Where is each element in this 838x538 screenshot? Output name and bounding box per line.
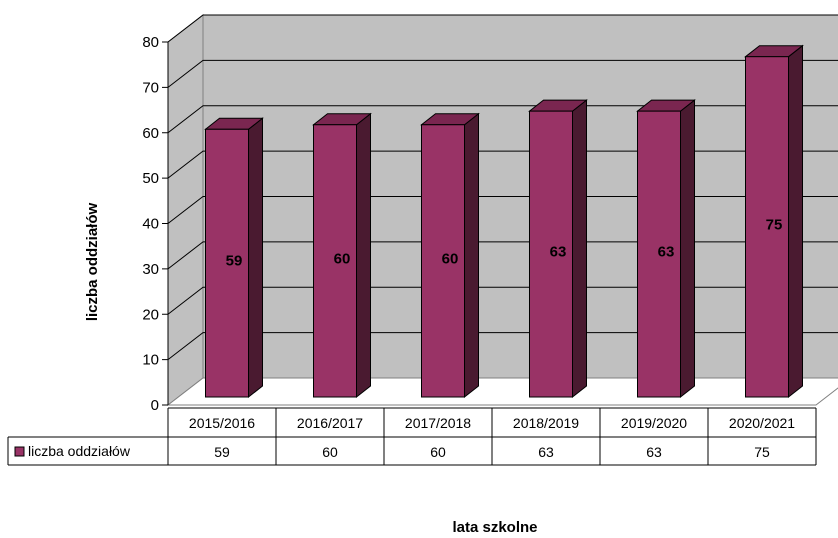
gridline xyxy=(167,332,838,361)
data-label: 63 xyxy=(550,244,567,261)
table-value: 63 xyxy=(646,444,662,460)
y-tick-label: 20 xyxy=(142,306,159,323)
y-tick-label: 10 xyxy=(142,352,159,369)
category-label: 2016/2017 xyxy=(297,415,363,431)
data-label: 60 xyxy=(442,250,459,267)
data-table: 2015/2016 2016/2017 2017/2018 2018/2019 2019… xyxy=(7,407,817,466)
table-value: 60 xyxy=(322,444,338,460)
gridline xyxy=(167,105,838,134)
bar xyxy=(313,124,357,398)
bar xyxy=(529,110,573,398)
data-label: 59 xyxy=(226,253,243,270)
gridline xyxy=(167,14,838,43)
chart-walls xyxy=(166,13,838,407)
gridline xyxy=(167,241,838,270)
table-value: 75 xyxy=(754,444,770,460)
bar-side xyxy=(788,44,803,399)
gridline xyxy=(167,59,838,88)
category-label: 2020/2021 xyxy=(729,415,795,431)
y-tick-label: 80 xyxy=(142,34,159,51)
bar-side xyxy=(356,112,371,399)
gridlines xyxy=(167,14,838,361)
y-axis: 0 10 20 30 40 50 60 70 80 xyxy=(142,34,169,414)
table-value: 60 xyxy=(430,444,446,460)
y-tick-label: 50 xyxy=(142,170,159,187)
gridline xyxy=(167,196,838,224)
y-tick-label: 30 xyxy=(142,261,159,278)
category-label: 2015/2016 xyxy=(189,415,255,431)
category-label: 2019/2020 xyxy=(621,415,687,431)
gridline xyxy=(167,286,838,315)
y-tick-label: 0 xyxy=(151,397,159,414)
y-tick-label: 70 xyxy=(142,79,159,96)
x-axis-label: lata szkolne xyxy=(452,519,537,536)
bars: 59 60 60 63 63 75 xyxy=(204,44,804,399)
data-label: 60 xyxy=(334,250,351,267)
table-value: 63 xyxy=(538,444,554,460)
data-label: 63 xyxy=(658,244,675,261)
bar-side xyxy=(464,112,479,399)
category-label: 2018/2019 xyxy=(513,415,579,431)
data-label: 75 xyxy=(766,216,783,233)
gridline xyxy=(167,150,838,179)
floor xyxy=(166,377,838,406)
y-axis-label: liczba oddziałów xyxy=(84,203,101,322)
legend-swatch xyxy=(14,446,25,457)
bar xyxy=(745,56,789,398)
bar-side xyxy=(572,99,587,399)
y-tick-label: 60 xyxy=(142,125,159,142)
bar-side xyxy=(248,117,263,399)
bar xyxy=(637,110,681,398)
table-value: 59 xyxy=(214,444,230,460)
y-tick-label: 40 xyxy=(142,216,159,233)
legend-label: liczba oddziałów xyxy=(28,443,131,459)
bar xyxy=(205,128,249,398)
bar xyxy=(421,124,465,398)
category-label: 2017/2018 xyxy=(405,415,471,431)
bar-side xyxy=(680,99,695,399)
